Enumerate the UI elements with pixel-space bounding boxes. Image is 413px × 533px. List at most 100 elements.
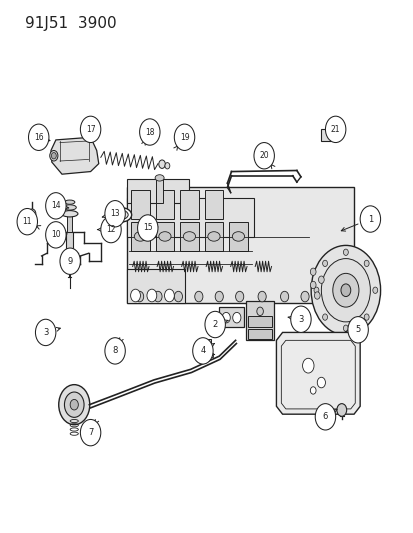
Ellipse shape [112,210,128,220]
Circle shape [310,387,315,394]
Bar [229,222,247,251]
Circle shape [192,338,213,364]
Circle shape [36,319,56,345]
Circle shape [316,377,325,388]
Text: 2: 2 [212,320,217,329]
Circle shape [325,116,345,142]
Text: 17: 17 [85,125,95,134]
Circle shape [310,281,315,289]
Circle shape [232,312,240,323]
Circle shape [100,216,121,243]
Bar [205,353,212,357]
Bar [247,329,272,340]
Circle shape [256,307,263,316]
Circle shape [257,292,266,302]
Circle shape [137,215,158,241]
Bar [156,222,174,251]
Circle shape [340,284,350,296]
Circle shape [363,260,368,266]
Text: 7: 7 [88,428,93,437]
Text: 3: 3 [43,328,48,337]
Circle shape [174,124,194,150]
Circle shape [80,419,100,446]
Circle shape [313,292,319,299]
Circle shape [302,358,313,373]
Text: 91J51  3900: 91J51 3900 [25,16,116,31]
Circle shape [215,292,223,302]
Ellipse shape [183,232,195,241]
Bar [115,338,119,351]
Bar [180,190,198,219]
Circle shape [28,124,49,150]
Circle shape [104,338,125,364]
Circle shape [318,276,323,284]
Bar [131,222,150,251]
Circle shape [104,200,125,227]
Circle shape [313,287,318,293]
Text: 19: 19 [179,133,189,142]
Circle shape [314,403,335,430]
Circle shape [45,192,66,219]
Bar [127,180,188,203]
Circle shape [280,292,288,302]
Bar [156,190,174,219]
Ellipse shape [109,207,131,222]
Bar [206,339,211,353]
Circle shape [194,292,202,302]
Circle shape [45,222,66,248]
Circle shape [235,292,243,302]
Circle shape [320,259,370,322]
Text: 16: 16 [34,133,43,142]
Text: 3: 3 [297,315,303,324]
Text: 13: 13 [110,209,120,218]
Circle shape [336,403,346,416]
Circle shape [343,249,347,255]
Bar [245,301,274,341]
Circle shape [322,314,327,320]
Bar [204,222,223,251]
Bar [219,307,243,327]
Circle shape [50,150,58,161]
Circle shape [28,209,36,219]
Bar [131,190,150,219]
Ellipse shape [64,200,75,204]
Text: 10: 10 [51,230,61,239]
Circle shape [64,392,84,417]
Ellipse shape [63,205,76,210]
Text: 15: 15 [142,223,152,232]
Ellipse shape [232,232,244,241]
Circle shape [139,119,160,145]
Text: 4: 4 [200,346,205,356]
Circle shape [363,314,368,320]
Bar [66,232,73,261]
Text: 12: 12 [106,225,116,234]
Bar [67,211,72,232]
Text: 6: 6 [322,413,328,421]
Circle shape [372,287,377,293]
Bar [320,130,330,141]
Circle shape [311,245,380,335]
Bar [156,180,163,203]
Text: 5: 5 [355,325,360,334]
Text: 14: 14 [51,201,61,211]
Bar [247,316,272,327]
Bar [127,269,184,303]
Circle shape [204,311,225,338]
Text: 9: 9 [67,257,73,266]
Circle shape [322,260,327,266]
Ellipse shape [134,232,146,241]
Ellipse shape [159,232,171,241]
Text: 8: 8 [112,346,118,356]
Circle shape [147,289,157,302]
Circle shape [70,399,78,410]
Text: 20: 20 [259,151,268,160]
Circle shape [17,208,38,235]
Circle shape [59,385,90,425]
Circle shape [131,289,140,302]
Ellipse shape [62,211,78,217]
Circle shape [80,116,100,142]
Circle shape [359,206,380,232]
Bar [127,188,353,303]
Polygon shape [51,138,99,174]
Bar [127,198,253,238]
